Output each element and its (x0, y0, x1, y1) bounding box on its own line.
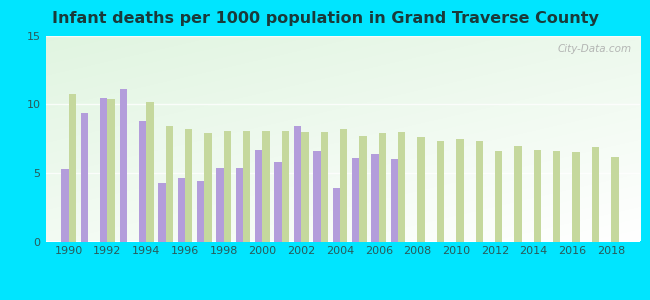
Bar (514, 146, 522, 242)
Bar (255, 150, 263, 242)
Bar (592, 147, 599, 242)
Bar (107, 99, 115, 242)
Bar (340, 129, 347, 242)
Bar (456, 139, 463, 242)
Bar (611, 157, 619, 242)
Bar (573, 152, 580, 242)
Bar (243, 130, 250, 242)
Bar (437, 142, 444, 242)
Bar (81, 113, 88, 242)
Bar (216, 167, 224, 242)
Bar (197, 181, 204, 242)
Bar (320, 132, 328, 242)
Bar (398, 132, 406, 242)
Bar (333, 188, 340, 242)
Bar (185, 129, 192, 242)
Bar (359, 136, 367, 242)
Bar (120, 89, 127, 242)
Bar (274, 162, 282, 242)
Bar (352, 158, 359, 242)
Bar (534, 150, 541, 242)
Bar (61, 169, 69, 242)
Bar (391, 159, 398, 242)
Bar (166, 126, 173, 242)
Bar (158, 183, 166, 242)
Bar (282, 130, 289, 242)
Bar (495, 151, 502, 242)
Bar (224, 130, 231, 242)
Text: Infant deaths per 1000 population in Grand Traverse County: Infant deaths per 1000 population in Gra… (51, 11, 599, 26)
Bar (301, 132, 309, 242)
Bar (553, 151, 560, 242)
Bar (371, 154, 379, 242)
Bar (417, 137, 425, 242)
Bar (204, 133, 212, 242)
Bar (146, 102, 153, 242)
Bar (476, 142, 483, 242)
Bar (263, 130, 270, 242)
Bar (294, 126, 301, 242)
Bar (313, 151, 320, 242)
Bar (139, 121, 146, 242)
Bar (100, 98, 107, 242)
Bar (69, 94, 76, 242)
Bar (177, 178, 185, 242)
Text: City-Data.com: City-Data.com (557, 44, 631, 54)
Bar (236, 167, 243, 242)
Bar (379, 133, 386, 242)
